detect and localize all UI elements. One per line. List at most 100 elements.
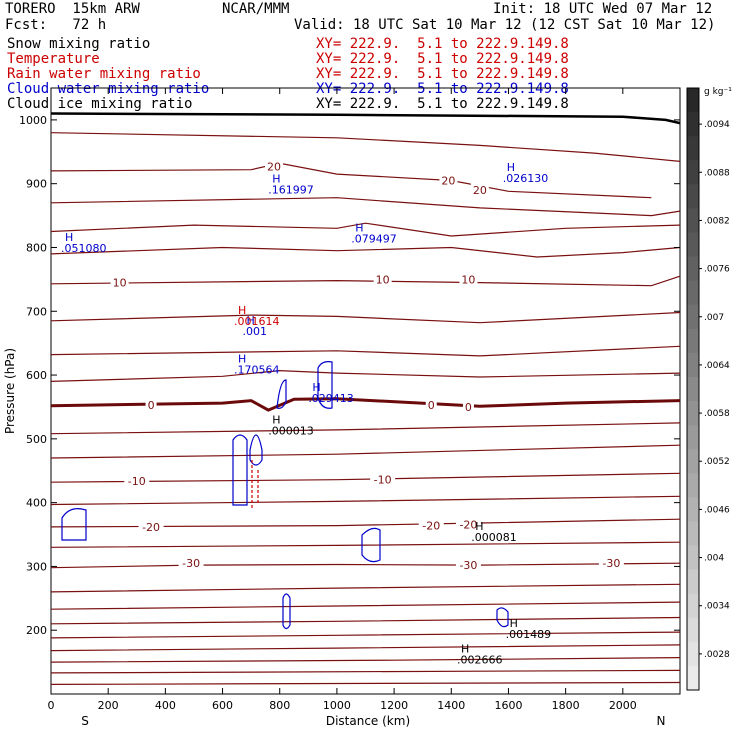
colorbar-swatch (687, 545, 699, 571)
isotherm-line (50, 631, 681, 639)
colorbar-label: .004 (704, 554, 724, 564)
colorbar-swatch (687, 136, 699, 161)
colorbar-label: .0034 (704, 602, 730, 612)
model-title: TORERO 15km ARW (5, 1, 140, 17)
isotherm-line (50, 162, 652, 199)
isotherm-label: 20 (473, 184, 487, 197)
colorbar-swatch (687, 449, 699, 474)
colorbar-swatch (687, 376, 699, 402)
isotherm-line (50, 275, 681, 287)
maximum-marker: H (238, 352, 246, 365)
x-tick-label: 0 (48, 699, 55, 712)
isotherm-label: 20 (267, 160, 281, 173)
isotherm-line (50, 583, 681, 593)
y-tick-label: 200 (26, 624, 47, 637)
colorbar-label: .0076 (704, 265, 730, 275)
x-tick-label: 200 (98, 699, 119, 712)
x-tick-label: 2000 (609, 699, 637, 712)
isotherm-label-bg (462, 399, 474, 413)
colorbar-swatch (687, 304, 699, 330)
moisture-contour (282, 593, 291, 630)
maximum-marker: H (272, 414, 280, 427)
moisture-contour (232, 434, 248, 506)
isotherm-label: 10 (113, 277, 127, 290)
isotherm-line (50, 616, 681, 625)
isotherm-line (50, 669, 681, 674)
maximum-value: .029413 (308, 392, 354, 405)
maximum-marker: H (272, 172, 280, 185)
field-name: Snow mixing ratio (7, 36, 151, 52)
isotherm-line (50, 246, 681, 258)
isotherm-label-bg (138, 519, 164, 533)
isotherm-line (50, 681, 681, 685)
maximum-value: .001614 (234, 315, 280, 328)
colorbar-label: .007 (704, 313, 724, 323)
isotherm-line (50, 657, 681, 663)
colorbar-label: .0082 (704, 216, 730, 226)
x-axis-title: Distance (km) (326, 714, 410, 728)
x-tick-label: 1800 (552, 699, 580, 712)
colorbar-swatch (687, 425, 699, 450)
isotherm-line (50, 422, 681, 435)
maximum-value: .026130 (503, 172, 548, 185)
field-xy: XY= 222.9. 5.1 to 222.9.149.8 (316, 36, 569, 52)
colorbar-label: .0064 (704, 361, 730, 371)
isotherm-label: -20 (459, 518, 477, 531)
center-title: NCAR/MMM (222, 1, 290, 17)
colorbar-swatch (687, 208, 699, 233)
isotherm-line (50, 112, 681, 125)
moisture-contour (317, 361, 333, 409)
colorbar-swatch (687, 184, 699, 209)
colorbar: .0094 .0088 .0082 .0076 .007 .0064 .0058 .0052.… (686, 87, 730, 691)
isotherm-label-bg (265, 159, 284, 173)
colorbar-swatch (687, 617, 699, 643)
x-tick-label: 1600 (494, 699, 522, 712)
x-tick-label: 400 (155, 699, 176, 712)
maximum-value: .079497 (351, 233, 397, 246)
north-label: N (657, 714, 666, 728)
isotherm-label-bg (373, 272, 392, 286)
maximum-marker: H (507, 161, 515, 174)
forecast-hour: Fcst: 72 h (5, 17, 107, 33)
maximum-value: .000081 (471, 531, 517, 544)
isotherm-label-bg (425, 398, 437, 412)
maximum-marker: H (475, 520, 483, 533)
isotherm-line (50, 541, 681, 548)
isotherm-label-bg (470, 183, 489, 197)
colorbar-swatch (687, 88, 699, 113)
colorbar-swatch (687, 401, 699, 426)
isotherm-label: -20 (142, 521, 160, 534)
x-tick-label: 1200 (380, 699, 408, 712)
isotherm-label-bg (370, 472, 396, 486)
field-name: Rain water mixing ratio (7, 66, 201, 82)
colorbar-swatch (687, 328, 699, 354)
colorbar-swatch (687, 256, 699, 282)
x-tick-label: 600 (212, 699, 233, 712)
valid-time: Valid: 18 UTC Sat 10 Mar 12 (12 CST Sat … (294, 17, 716, 33)
isotherm-line (50, 311, 681, 324)
colorbar-swatch (687, 665, 699, 691)
colorbar-swatch (687, 521, 699, 547)
y-tick-label: 1000 (19, 114, 47, 127)
colorbar-swatch (687, 641, 699, 667)
colorbar-label: .0028 (704, 650, 730, 660)
colorbar-swatch (687, 112, 699, 137)
maximum-marker: H (461, 643, 469, 656)
isotherm-line (50, 222, 681, 237)
field-xy: XY= 222.9. 5.1 to 222.9.149.8 (316, 51, 569, 67)
isotherm-line (50, 495, 681, 506)
isotherm-label-bg (598, 556, 624, 570)
y-tick-label: 900 (26, 178, 47, 191)
init-time: Init: 18 UTC Wed 07 Mar 12 (493, 1, 713, 17)
isotherm-label: -10 (128, 475, 146, 488)
isotherm-label-bg (145, 398, 157, 412)
isotherm-line (50, 345, 681, 357)
field-xy: XY= 222.9. 5.1 to 222.9.149.8 (316, 66, 569, 82)
colorbar-label: .0046 (704, 505, 730, 515)
moisture-contour (251, 460, 259, 510)
isotherm-label-bg (124, 473, 150, 487)
y-tick-label: 800 (26, 241, 47, 254)
field-name: Cloud water mixing ratio (7, 81, 210, 97)
colorbar-label: .0052 (704, 457, 730, 467)
colorbar-swatch (687, 280, 699, 306)
